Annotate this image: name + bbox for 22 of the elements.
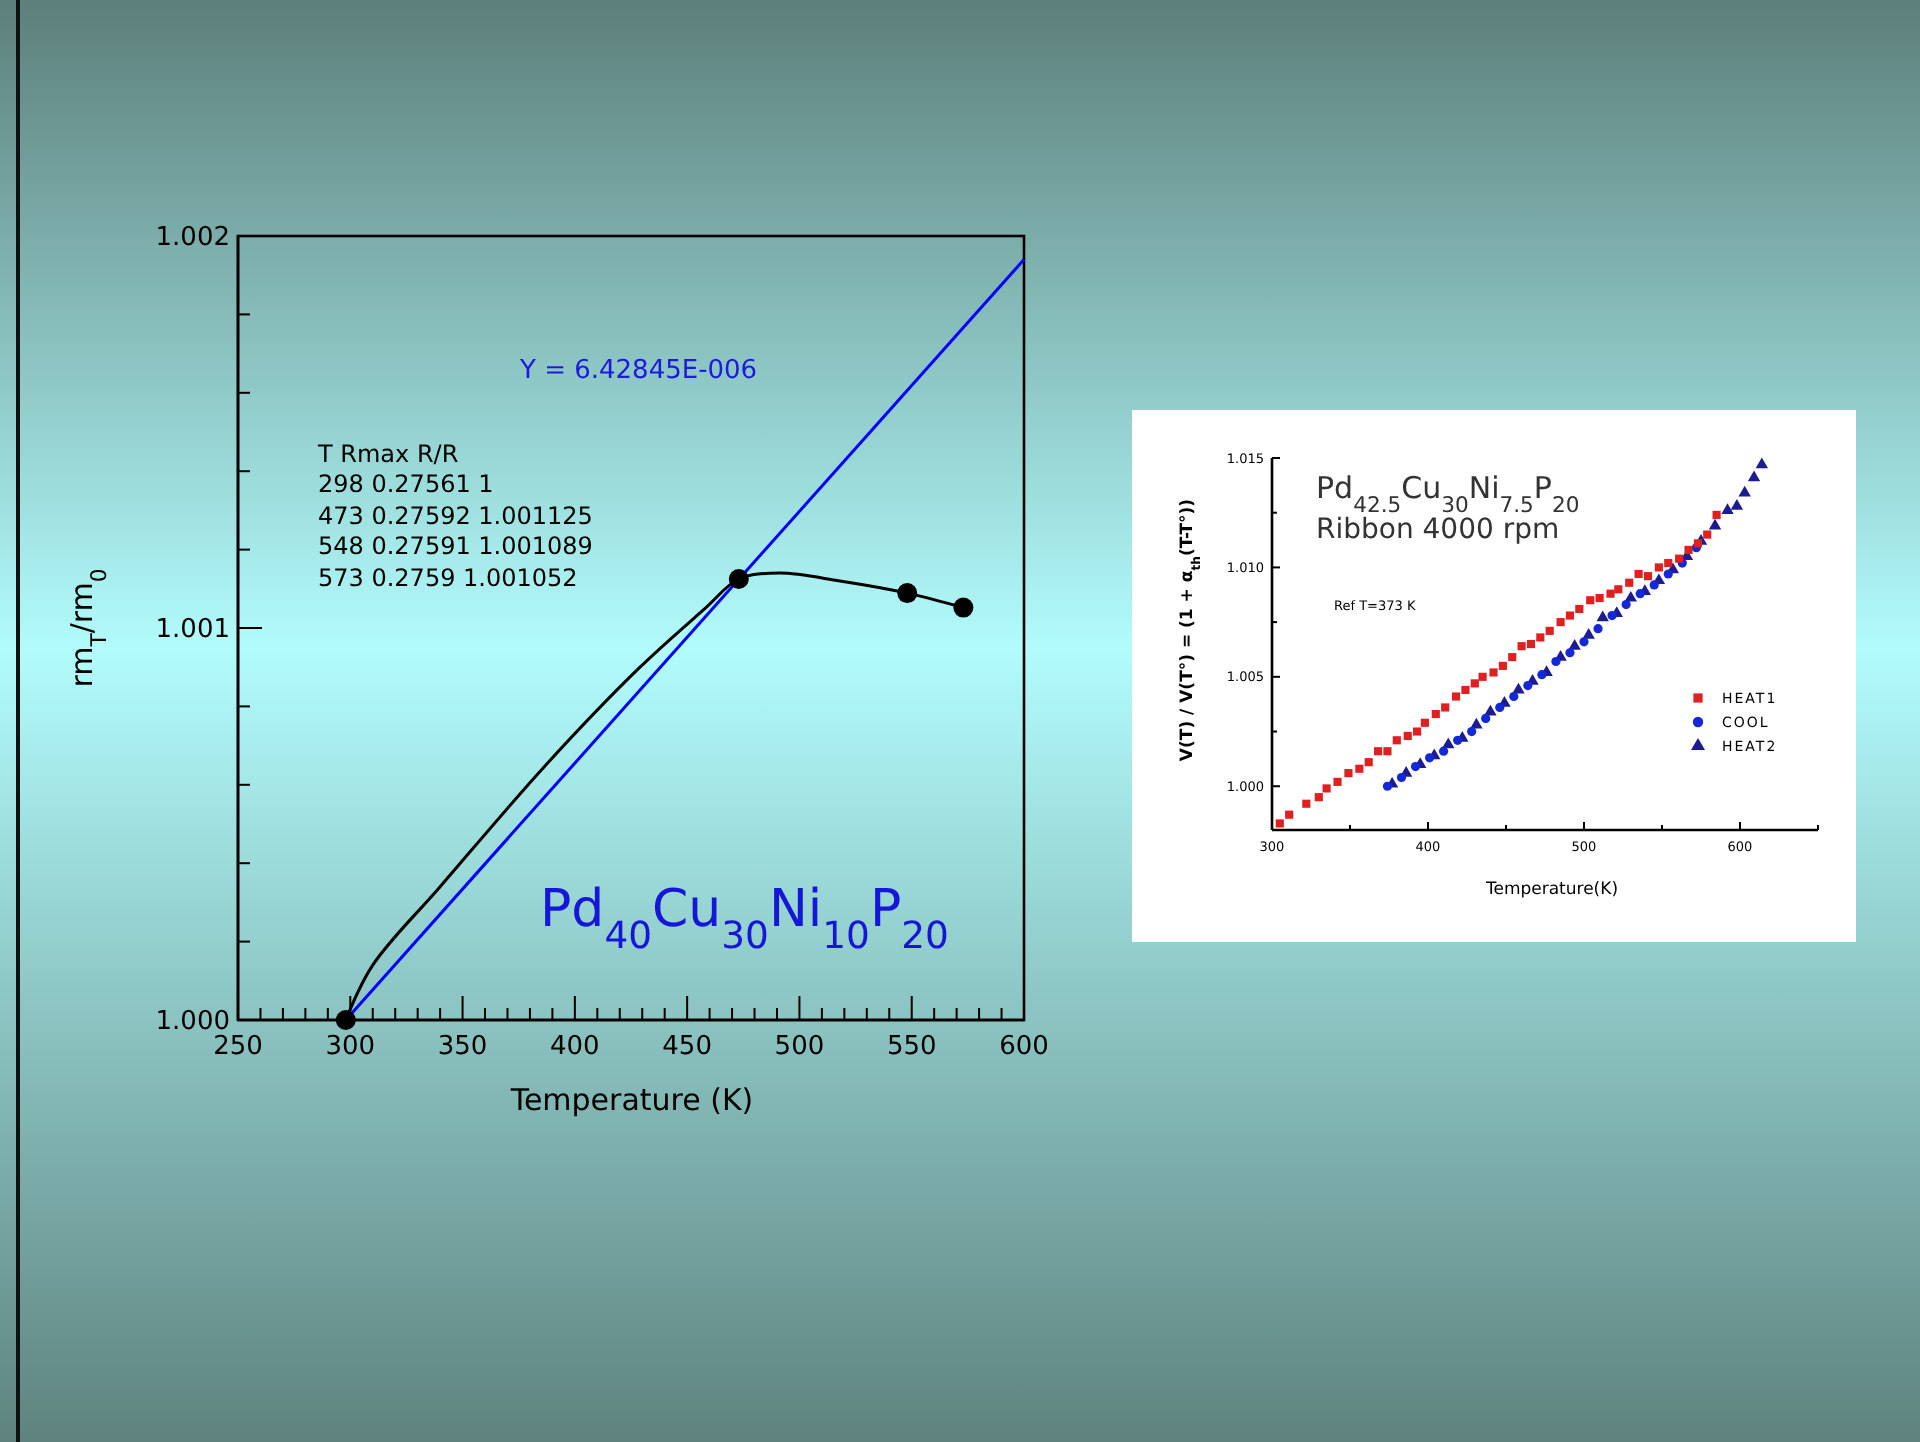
annotation: Y = 6.42845E-006 <box>518 356 758 386</box>
x-tick-label: 550 <box>886 1032 937 1062</box>
x-tick-label: 600 <box>999 1032 1049 1062</box>
x-tick-label: 400 <box>550 1032 600 1062</box>
y-tick-label: 1.000 <box>155 1007 230 1038</box>
text: Pd$_{42.5}$Cu$_{30}$Ni$_{7.5}$P$_{20}$ <box>1316 470 1580 517</box>
annotation: 298 0.27561 1 <box>318 470 494 498</box>
x-axis-title: Temperature (K) <box>508 1082 754 1118</box>
annotation: T Rmax R/R <box>316 440 459 468</box>
x-tick-label: 500 <box>774 1032 825 1062</box>
annotation: Pd$_{40}$Cu$_{30}$Ni$_{10}$P$_{20}$ <box>540 880 949 957</box>
text: Ribbon 4000 rpm <box>1316 514 1560 546</box>
y-tick-label: 1.001 <box>155 615 230 646</box>
x-tick-label: 300 <box>325 1032 376 1062</box>
x-tick-label: 350 <box>437 1032 488 1062</box>
x-tick-label: 250 <box>213 1032 263 1062</box>
annotation: 573 0.2759 1.001052 <box>318 564 578 592</box>
annotation: 473 0.27592 1.001125 <box>318 502 593 530</box>
annotation: 548 0.27591 1.001089 <box>318 532 593 560</box>
x-axis-title: Temperature(K) <box>1483 880 1619 900</box>
y-tick-label: 1.002 <box>155 223 230 254</box>
x-tick-label: 450 <box>662 1032 712 1062</box>
